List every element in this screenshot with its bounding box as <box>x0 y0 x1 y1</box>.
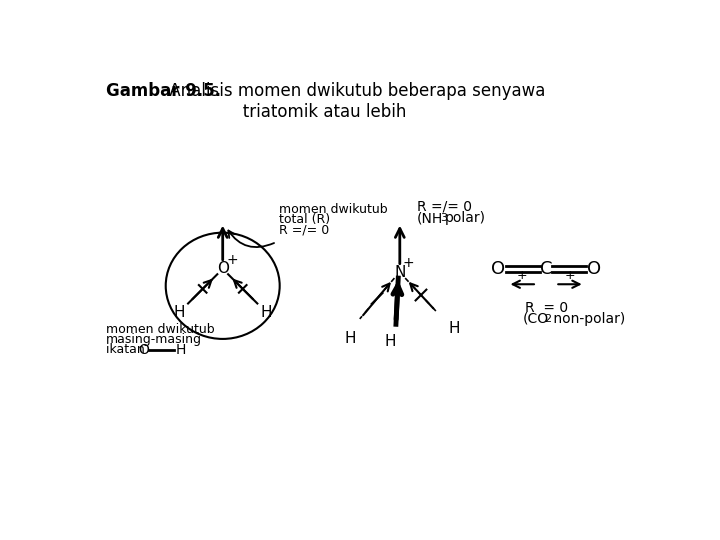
Text: O: O <box>587 260 601 278</box>
Text: C: C <box>540 260 552 278</box>
Text: H: H <box>449 321 460 336</box>
Text: Analisis momen dwikutub beberapa senyawa
               triatomik atau lebih: Analisis momen dwikutub beberapa senyawa… <box>164 82 546 120</box>
Text: +: + <box>403 256 415 271</box>
Text: ikatan: ikatan <box>106 343 148 356</box>
Text: O: O <box>217 261 229 276</box>
Text: non-polar): non-polar) <box>549 312 626 326</box>
Text: O: O <box>491 260 505 278</box>
Text: H: H <box>173 305 184 320</box>
Text: polar): polar) <box>445 211 486 225</box>
Text: H: H <box>384 334 395 349</box>
Text: +: + <box>227 253 238 267</box>
Text: 2: 2 <box>544 314 551 325</box>
Text: R =/= 0: R =/= 0 <box>417 200 472 213</box>
Text: H: H <box>261 305 272 320</box>
Text: total (R): total (R) <box>279 213 330 226</box>
Text: H: H <box>175 343 186 357</box>
Text: N: N <box>394 265 405 280</box>
Text: +: + <box>564 269 575 282</box>
Text: H: H <box>344 331 356 346</box>
Text: R =/= 0: R =/= 0 <box>279 224 329 237</box>
Text: R  = 0: R = 0 <box>525 301 567 315</box>
Text: O: O <box>138 343 149 357</box>
Text: momen dwikutub: momen dwikutub <box>106 323 215 336</box>
Text: Gambar 9.5.: Gambar 9.5. <box>106 82 221 100</box>
Text: (NH: (NH <box>417 211 443 225</box>
Text: +: + <box>517 269 528 282</box>
Text: (CO: (CO <box>523 312 549 326</box>
Text: momen dwikutub: momen dwikutub <box>279 204 387 217</box>
Text: 3: 3 <box>440 213 447 224</box>
Text: masing-masing: masing-masing <box>106 333 202 346</box>
